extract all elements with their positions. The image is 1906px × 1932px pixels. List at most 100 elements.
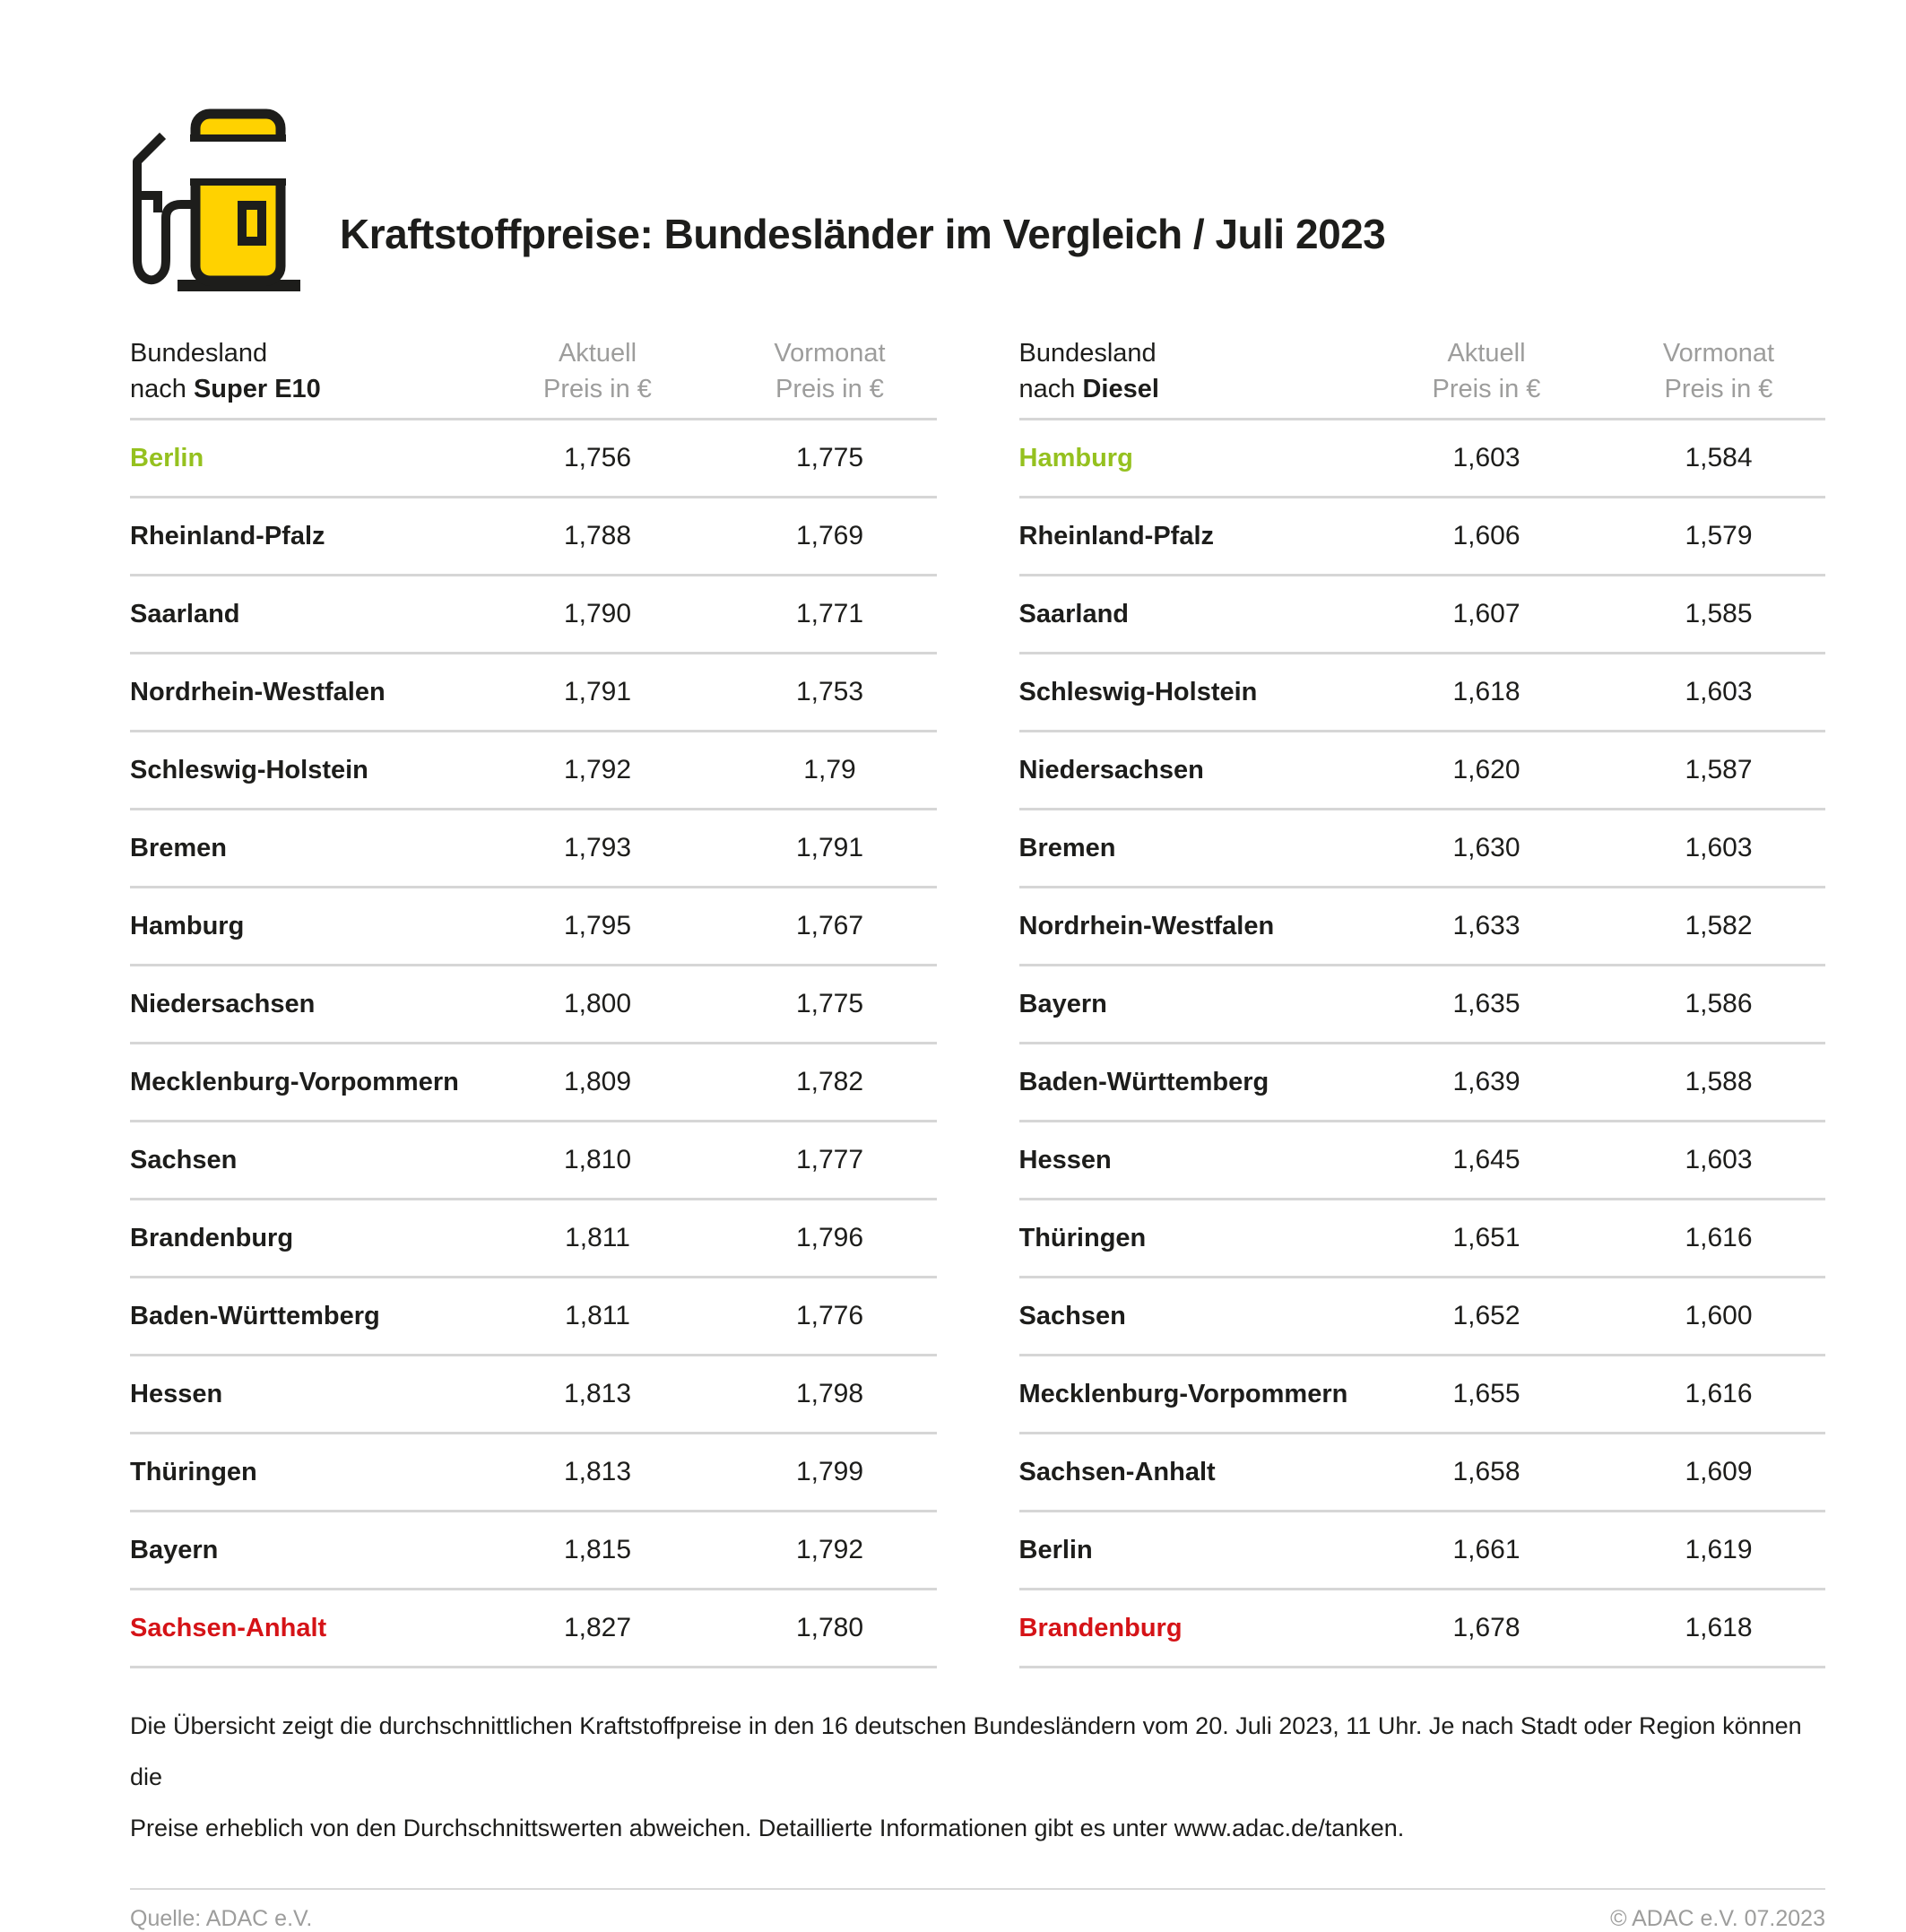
price-previous: 1,584: [1685, 443, 1753, 472]
price-previous: 1,777: [795, 1145, 864, 1174]
table-row: Baden-Württemberg 1,639 1,588: [1018, 1044, 1825, 1122]
footnote-line-1: Die Übersicht zeigt die durchschnittlich…: [130, 1712, 1802, 1790]
state-name: Hessen: [130, 1379, 223, 1408]
price-previous: 1,776: [795, 1301, 864, 1330]
price-previous: 1,587: [1685, 755, 1753, 784]
table-header: Bundesland nach Diesel Aktuell Preis in …: [1018, 335, 1825, 420]
copyright-label: © ADAC e.V. 07.2023: [1610, 1906, 1825, 1931]
price-current: 1,756: [563, 443, 632, 472]
header-line-2: Preis in €: [1664, 375, 1773, 403]
state-name: Bayern: [1018, 989, 1107, 1018]
table-row: Brandenburg 1,678 1,618: [1018, 1590, 1825, 1668]
price-current: 1,635: [1452, 989, 1520, 1018]
tables-container: Bundesland nach Super E10 Aktuell Preis …: [130, 335, 1825, 1668]
table-super-e10: Bundesland nach Super E10 Aktuell Preis …: [130, 335, 937, 1668]
price-previous: 1,618: [1685, 1613, 1753, 1642]
price-previous: 1,616: [1685, 1223, 1753, 1252]
price-previous: 1,798: [795, 1379, 864, 1408]
table-row: Thüringen 1,651 1,616: [1018, 1200, 1825, 1278]
state-name: Schleswig-Holstein: [1018, 677, 1258, 706]
price-previous: 1,609: [1685, 1457, 1753, 1486]
price-previous: 1,799: [795, 1457, 864, 1486]
price-current: 1,655: [1452, 1379, 1520, 1408]
price-current: 1,827: [563, 1613, 632, 1642]
price-current: 1,811: [565, 1301, 630, 1330]
header-line-1: Aktuell: [558, 339, 637, 368]
price-current: 1,652: [1452, 1301, 1520, 1330]
price-previous: 1,603: [1685, 833, 1753, 862]
table-row: Bremen 1,630 1,603: [1018, 810, 1825, 888]
column-header-vormonat: Vormonat Preis in €: [1612, 335, 1825, 407]
price-current: 1,630: [1452, 833, 1520, 862]
table-row: Hamburg 1,603 1,584: [1018, 420, 1825, 498]
price-previous: 1,753: [795, 677, 864, 706]
fuel-type-label: Diesel: [1082, 375, 1159, 403]
header-line-1: Vormonat: [1662, 339, 1775, 368]
table-diesel: Bundesland nach Diesel Aktuell Preis in …: [1018, 335, 1825, 1668]
price-previous: 1,771: [795, 599, 864, 628]
state-name: Schleswig-Holstein: [130, 755, 368, 784]
price-previous: 1,619: [1685, 1535, 1753, 1564]
state-name: Baden-Württemberg: [130, 1301, 380, 1330]
table-row: Niedersachsen 1,800 1,775: [130, 966, 937, 1044]
table-row: Sachsen-Anhalt 1,827 1,780: [130, 1590, 937, 1668]
price-previous: 1,775: [795, 989, 864, 1018]
header-prefix: nach: [1018, 375, 1083, 403]
table-row: Hamburg 1,795 1,767: [130, 888, 937, 966]
header: Kraftstoffpreise: Bundesländer im Vergle…: [130, 90, 1825, 296]
table-row: Bremen 1,793 1,791: [130, 810, 937, 888]
price-current: 1,809: [563, 1067, 632, 1096]
column-header-bundesland: Bundesland nach Diesel: [1019, 335, 1362, 407]
header-line-1: Aktuell: [1447, 339, 1526, 368]
state-name: Rheinland-Pfalz: [130, 521, 325, 550]
header-line-2: Preis in €: [1432, 375, 1541, 403]
price-current: 1,810: [563, 1145, 632, 1174]
price-previous: 1,603: [1685, 1145, 1753, 1174]
price-previous: 1,780: [795, 1613, 864, 1642]
column-header-aktuell: Aktuell Preis in €: [472, 335, 723, 407]
state-name: Bayern: [130, 1535, 219, 1564]
fuel-pump-icon: [130, 106, 309, 296]
table-row: Rheinland-Pfalz 1,606 1,579: [1018, 498, 1825, 576]
price-previous: 1,782: [795, 1067, 864, 1096]
header-line-1: Bundesland: [1018, 339, 1157, 368]
price-previous: 1,603: [1685, 677, 1753, 706]
table-row: Thüringen 1,813 1,799: [130, 1434, 937, 1512]
table-row: Bayern 1,815 1,792: [130, 1512, 937, 1590]
header-line-1: Bundesland: [130, 339, 268, 368]
price-previous: 1,791: [795, 833, 864, 862]
price-current: 1,791: [563, 677, 632, 706]
state-name: Thüringen: [130, 1457, 257, 1486]
header-line-2: Preis in €: [543, 375, 652, 403]
table-row: Saarland 1,607 1,585: [1018, 576, 1825, 654]
price-previous: 1,579: [1685, 521, 1753, 550]
price-current: 1,607: [1452, 599, 1520, 628]
table-row: Nordrhein-Westfalen 1,791 1,753: [130, 654, 937, 732]
state-name: Nordrhein-Westfalen: [1018, 911, 1275, 940]
state-name: Berlin: [1018, 1535, 1093, 1564]
table-row: Brandenburg 1,811 1,796: [130, 1200, 937, 1278]
table-row: Berlin 1,756 1,775: [130, 420, 937, 498]
table-row: Hessen 1,645 1,603: [1018, 1122, 1825, 1200]
price-previous: 1,767: [795, 911, 864, 940]
price-previous: 1,79: [803, 755, 856, 784]
table-rows: Hamburg 1,603 1,584 Rheinland-Pfalz 1,606 1,5…: [1018, 420, 1825, 1668]
state-name: Bremen: [130, 833, 227, 862]
price-current: 1,606: [1452, 521, 1520, 550]
state-name: Brandenburg: [1018, 1613, 1183, 1642]
table-row: Rheinland-Pfalz 1,788 1,769: [130, 498, 937, 576]
price-previous: 1,775: [795, 443, 864, 472]
table-row: Schleswig-Holstein 1,618 1,603: [1018, 654, 1825, 732]
price-current: 1,620: [1452, 755, 1520, 784]
table-row: Hessen 1,813 1,798: [130, 1356, 937, 1434]
price-current: 1,633: [1452, 911, 1520, 940]
price-current: 1,645: [1452, 1145, 1520, 1174]
footnote-line-2: Preise erheblich von den Durchschnittswe…: [130, 1815, 1405, 1841]
price-previous: 1,616: [1685, 1379, 1753, 1408]
state-name: Mecklenburg-Vorpommern: [1018, 1379, 1348, 1408]
price-previous: 1,588: [1685, 1067, 1753, 1096]
price-current: 1,792: [563, 755, 632, 784]
state-name: Niedersachsen: [130, 989, 316, 1018]
state-name: Rheinland-Pfalz: [1018, 521, 1215, 550]
